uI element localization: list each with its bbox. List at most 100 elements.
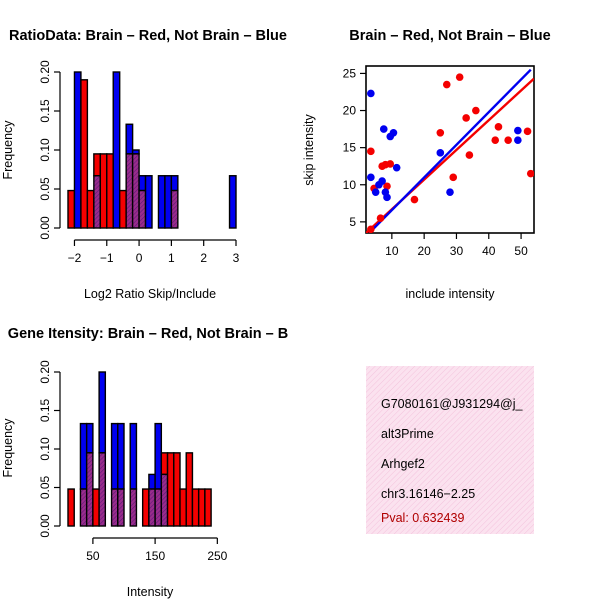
ratio-x-tick-label: −2	[68, 251, 82, 265]
intensity-bar-notbrain	[148, 473, 156, 490]
intensity-bar-brain	[160, 452, 169, 476]
scatter-point-red	[367, 147, 375, 156]
intensity-x-label: Intensity	[127, 585, 174, 599]
scatter-point-blue	[436, 149, 445, 157]
intensity-bar-brain	[191, 488, 200, 527]
scatter-point-red	[494, 123, 503, 131]
ratio-x-label: Log2 Ratio Skip/Include	[84, 287, 216, 301]
scatter-point-red	[442, 80, 451, 89]
scatter-point-blue	[514, 136, 522, 145]
ratio-bar-notbrain	[228, 175, 237, 229]
intensity-y-tick-label: 0.00	[38, 514, 52, 538]
ratio-bar-brain	[99, 153, 108, 229]
ratio-bar-notbrain	[157, 175, 166, 229]
ratio-bar-notbrain	[73, 71, 82, 229]
ratio-y-tick-label: 0.15	[38, 99, 52, 123]
ratio-bar-brain	[93, 153, 102, 177]
scatter-x-axis: 10 20 30 40 50	[385, 233, 528, 258]
scatter-point-red	[386, 160, 395, 168]
ratio-y-tick-label: 0.20	[38, 60, 52, 84]
intensity-bar-notbrain	[79, 422, 88, 490]
scatter-point-red	[462, 114, 470, 122]
intensity-bar-notbrain	[98, 371, 107, 454]
scatter-x-label: include intensity	[406, 287, 496, 301]
intensity-y-axis: 0.00 0.05 0.10 0.15 0.20	[38, 360, 61, 538]
intensity-bar-overlap	[79, 488, 88, 527]
scatter-x-tick-label: 30	[450, 244, 464, 258]
ratio-y-tick-label: 0.05	[38, 177, 52, 201]
intensity-bar-brain	[166, 452, 175, 527]
intensity-bar-brain	[185, 452, 194, 527]
scatter-point-red	[367, 225, 375, 233]
intensity-bar-brain	[92, 488, 100, 527]
scatter-point-red	[455, 73, 464, 81]
intensity-bar-notbrain	[110, 422, 119, 490]
ratio-bar-overlap	[131, 153, 140, 229]
intensity-bar-overlap	[160, 473, 169, 527]
ratio-x-tick-label: 2	[200, 251, 207, 265]
ratio-x-tick-label: −1	[100, 251, 114, 265]
intensity-bar-brain	[141, 488, 150, 527]
intensity-histogram: Gene Itensity: Brain – Red, Not Brain – …	[1, 326, 288, 599]
scatter-point-red	[491, 136, 500, 145]
scatter-point-red	[472, 106, 480, 115]
scatter-point-blue	[379, 125, 388, 133]
intensity-scatter-plot: Brain – Red, Not Brain – Blue 10 20 30 40 50…	[302, 28, 551, 301]
intensity-y-label: Frequency	[1, 418, 15, 478]
ratio-bar-brain	[86, 189, 95, 229]
ratio-x-tick-label: 3	[233, 251, 240, 265]
intensity-x-tick-label: 250	[207, 549, 227, 563]
scatter-y-label: skip intensity	[302, 113, 316, 185]
scatter-point-red	[376, 214, 385, 222]
pvalue-text: Pval: 0.632439	[381, 511, 464, 525]
ratio-x-tick-label: 1	[168, 251, 175, 265]
intensity-bar-overlap	[129, 488, 138, 527]
scatter-point-red	[383, 182, 391, 191]
ratio-bars	[67, 71, 237, 229]
scatter-point-red	[523, 127, 532, 136]
intensity-bar-overlap	[85, 452, 94, 527]
ratio-bar-overlap	[125, 153, 134, 229]
scatter-point-blue	[389, 129, 398, 137]
intensity-bar-overlap	[154, 488, 163, 527]
intensity-bar-brain	[197, 488, 206, 527]
info-box-background	[366, 366, 534, 534]
scatter-point-red	[526, 169, 534, 178]
ratio-chart-title: RatioData: Brain – Red, Not Brain – Blue	[9, 28, 287, 44]
ratio-bar-brain	[80, 79, 89, 229]
intensity-bar-overlap	[98, 452, 107, 527]
ratio-bar-brain	[67, 189, 76, 229]
scatter-point-blue	[371, 188, 380, 196]
scatter-point-red	[436, 129, 445, 137]
intensity-chart-title: Gene Itensity: Brain – Red, Not Brain – …	[8, 326, 288, 342]
scatter-point-red	[410, 195, 419, 204]
event-id-text: G7080161@J931294@j_	[381, 397, 524, 411]
ratio-bar-notbrain	[144, 175, 153, 229]
scatter-chart-title: Brain – Red, Not Brain – Blue	[349, 28, 550, 44]
ratio-x-tick-label: 0	[136, 251, 143, 265]
ratio-bar-overlap	[170, 189, 179, 229]
intensity-bar-notbrain	[117, 422, 125, 490]
ratio-x-axis: −2 −1 0 1 2 3	[68, 239, 240, 265]
ratio-bar-overlap	[138, 189, 147, 229]
ratio-bar-notbrain	[112, 71, 121, 229]
scatter-x-tick-label: 20	[417, 244, 431, 258]
ratio-y-label: Frequency	[1, 120, 15, 180]
location-text: chr3.16146−2.25	[381, 487, 475, 501]
intensity-bar-overlap	[148, 488, 156, 527]
ratio-bar-notbrain	[164, 175, 173, 229]
intensity-x-axis: 50 150 250	[86, 537, 228, 563]
ratio-y-tick-label: 0.00	[38, 216, 52, 240]
scatter-y-tick-label: 20	[343, 104, 357, 118]
scatter-x-tick-label: 50	[514, 244, 528, 258]
event-info-box: G7080161@J931294@j_ alt3Prime Arhgef2 ch…	[366, 366, 534, 534]
ratio-histogram: RatioData: Brain – Red, Not Brain – Blue…	[1, 28, 287, 301]
ratio-bar-notbrain	[138, 175, 147, 192]
intensity-y-tick-label: 0.10	[38, 437, 52, 461]
intensity-bar-overlap	[110, 488, 119, 527]
scatter-point-red	[449, 173, 458, 182]
intensity-bar-overlap	[117, 488, 125, 527]
intensity-bar-brain	[173, 452, 181, 527]
scatter-y-tick-label: 15	[343, 141, 357, 155]
